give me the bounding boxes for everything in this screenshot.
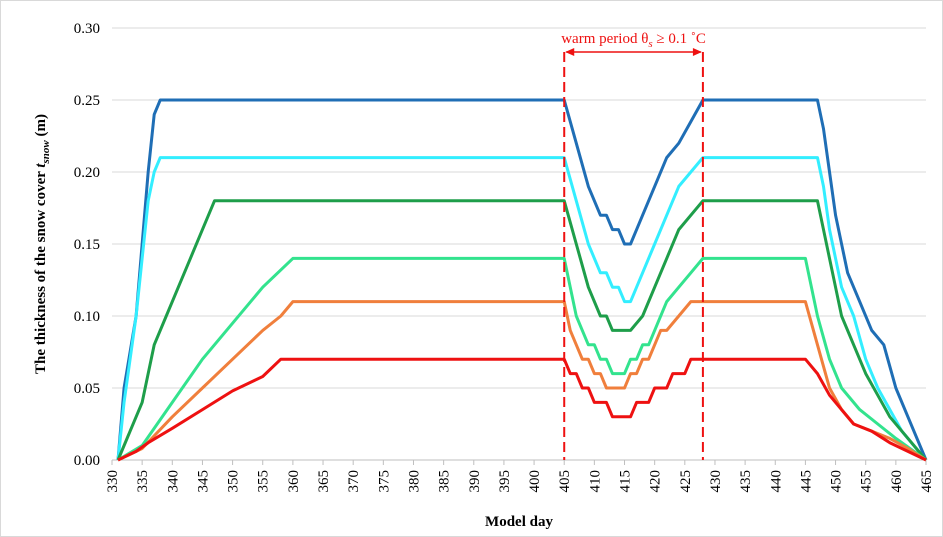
y-tick-label: 0.30 (74, 21, 100, 37)
x-tick-label: 455 (859, 470, 875, 493)
series-line (117, 300, 927, 462)
x-tick-label: 360 (286, 470, 302, 493)
x-tick-label: 365 (316, 470, 332, 493)
x-tick-label: 405 (557, 470, 573, 493)
series-line (116, 156, 928, 461)
x-tick-label: 340 (165, 470, 181, 493)
x-tick-label: 410 (587, 470, 603, 493)
x-tick-label: 460 (889, 470, 905, 493)
y-label-symbol: t (33, 163, 49, 168)
x-tick-label: 435 (738, 470, 754, 493)
y-tick-label: 0.10 (74, 309, 100, 325)
annotation-subscript: s (648, 38, 652, 50)
x-tick-label: 355 (256, 470, 272, 493)
y-tick-label: 0.15 (74, 237, 100, 253)
arrow-head (692, 48, 702, 56)
series-line (117, 357, 927, 462)
x-tick-label: 465 (919, 470, 935, 493)
annotation: warm period θs ≥ 0.1 ˚C (561, 31, 706, 50)
y-axis-label: The thickness of the snow cover tsnow (m… (33, 114, 52, 374)
annotation-text: warm period θ (561, 31, 648, 47)
series-line (117, 256, 927, 462)
series-line (116, 98, 928, 461)
series-line (116, 199, 928, 461)
y-tick-label: 0.25 (74, 93, 100, 109)
x-tick-label: 385 (437, 470, 453, 493)
y-tick-label: 0.00 (74, 453, 100, 469)
x-tick-label: 450 (829, 470, 845, 493)
x-tick-label: 420 (648, 470, 664, 493)
arrow-head (565, 48, 575, 56)
x-axis-label: Model day (485, 514, 553, 530)
y-label-unit: (m) (33, 114, 49, 140)
annotation-tail: ≥ 0.1 ˚C (653, 31, 706, 47)
x-tick-label: 440 (768, 470, 784, 493)
x-tick-label: 375 (376, 470, 392, 493)
y-tick-label: 0.05 (74, 381, 100, 397)
x-tick-label: 335 (135, 470, 151, 493)
x-tick-label: 390 (467, 470, 483, 493)
x-tick-label: 415 (618, 470, 634, 493)
x-tick-label: 430 (708, 470, 724, 493)
x-tick-label: 380 (406, 470, 422, 493)
x-tick-label: 330 (105, 470, 121, 493)
x-tick-label: 400 (527, 470, 543, 493)
x-tick-label: 445 (798, 470, 814, 493)
x-tick-label: 350 (226, 470, 242, 493)
y-tick-label: 0.20 (74, 165, 100, 181)
y-label-subscript: snow (40, 140, 52, 165)
x-tick-label: 425 (678, 470, 694, 493)
x-tick-label: 345 (195, 470, 211, 493)
y-label-text: The thickness of the snow cover (33, 168, 49, 374)
x-tick-label: 370 (346, 470, 362, 493)
x-tick-label: 395 (497, 470, 513, 493)
